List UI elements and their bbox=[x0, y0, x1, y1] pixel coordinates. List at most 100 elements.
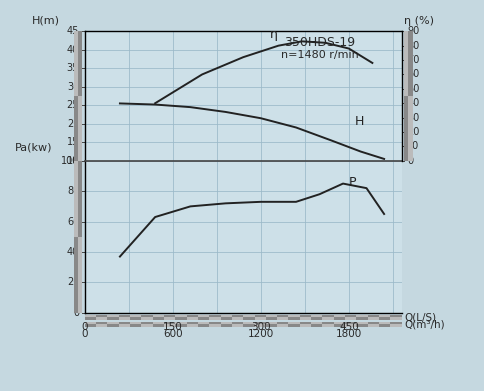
Bar bbox=[345, 322, 356, 325]
Text: 70: 70 bbox=[407, 55, 420, 65]
Text: 80: 80 bbox=[67, 186, 79, 196]
Bar bbox=[300, 315, 311, 317]
Bar bbox=[198, 322, 209, 325]
Bar bbox=[300, 317, 311, 320]
Text: 10: 10 bbox=[407, 142, 420, 151]
Bar bbox=[334, 322, 345, 325]
Text: 50: 50 bbox=[407, 84, 420, 94]
Text: η (%): η (%) bbox=[405, 16, 435, 26]
Bar bbox=[107, 315, 119, 317]
Text: 20: 20 bbox=[67, 277, 79, 287]
Bar bbox=[404, 96, 408, 161]
Text: 10: 10 bbox=[67, 156, 79, 166]
Bar bbox=[334, 315, 345, 317]
Bar bbox=[368, 325, 379, 327]
Bar bbox=[391, 317, 402, 320]
Bar bbox=[356, 317, 368, 320]
Text: 40: 40 bbox=[407, 98, 420, 108]
Bar bbox=[300, 322, 311, 325]
Bar bbox=[322, 315, 334, 317]
Bar bbox=[130, 325, 141, 327]
Bar bbox=[288, 317, 300, 320]
Bar bbox=[152, 325, 164, 327]
Bar bbox=[288, 315, 300, 317]
Bar bbox=[141, 325, 152, 327]
Text: 25: 25 bbox=[67, 100, 79, 110]
Text: 0: 0 bbox=[81, 329, 88, 339]
Bar bbox=[85, 315, 96, 317]
Text: n=1480 r/min: n=1480 r/min bbox=[281, 50, 359, 60]
Bar bbox=[141, 315, 152, 317]
Bar bbox=[85, 322, 96, 325]
Bar bbox=[408, 96, 413, 161]
Text: 35: 35 bbox=[67, 63, 79, 73]
Bar bbox=[266, 325, 277, 327]
Bar bbox=[311, 317, 322, 320]
Bar bbox=[391, 322, 402, 325]
Bar bbox=[78, 31, 82, 96]
Bar bbox=[85, 317, 96, 320]
Bar bbox=[175, 325, 187, 327]
Bar bbox=[96, 315, 107, 317]
Bar bbox=[96, 317, 107, 320]
Bar bbox=[277, 322, 288, 325]
Bar bbox=[408, 31, 413, 96]
Text: 300: 300 bbox=[251, 322, 271, 332]
Bar bbox=[311, 322, 322, 325]
Bar bbox=[141, 317, 152, 320]
Bar bbox=[78, 161, 82, 237]
Bar bbox=[187, 322, 198, 325]
Bar bbox=[255, 325, 266, 327]
Bar bbox=[74, 237, 78, 313]
Bar bbox=[175, 317, 187, 320]
Bar bbox=[300, 325, 311, 327]
Bar bbox=[209, 322, 221, 325]
Bar bbox=[255, 315, 266, 317]
Bar bbox=[277, 317, 288, 320]
Text: H(m): H(m) bbox=[32, 16, 60, 26]
Bar bbox=[130, 317, 141, 320]
Bar bbox=[96, 325, 107, 327]
Text: 45: 45 bbox=[67, 26, 79, 36]
Bar bbox=[130, 322, 141, 325]
Bar bbox=[356, 315, 368, 317]
Bar bbox=[277, 315, 288, 317]
Text: 1200: 1200 bbox=[248, 329, 274, 339]
Text: Q(m³/h): Q(m³/h) bbox=[404, 319, 445, 329]
Text: η: η bbox=[270, 29, 277, 41]
Bar bbox=[221, 322, 232, 325]
Bar bbox=[119, 317, 130, 320]
Text: 80: 80 bbox=[407, 41, 420, 51]
Bar bbox=[232, 325, 243, 327]
Text: 15: 15 bbox=[67, 137, 79, 147]
Text: 450: 450 bbox=[339, 322, 359, 332]
Bar bbox=[232, 322, 243, 325]
Bar bbox=[379, 322, 391, 325]
Bar bbox=[391, 315, 402, 317]
Text: H: H bbox=[355, 115, 364, 128]
Bar bbox=[187, 315, 198, 317]
Bar bbox=[119, 325, 130, 327]
Bar bbox=[152, 317, 164, 320]
Bar bbox=[368, 322, 379, 325]
Bar bbox=[288, 322, 300, 325]
Bar bbox=[119, 315, 130, 317]
Bar bbox=[255, 317, 266, 320]
Bar bbox=[379, 325, 391, 327]
Bar bbox=[175, 322, 187, 325]
Text: Q(L/S): Q(L/S) bbox=[404, 312, 436, 322]
Bar bbox=[368, 315, 379, 317]
Text: 20: 20 bbox=[67, 119, 79, 129]
Bar bbox=[152, 315, 164, 317]
Bar bbox=[107, 325, 119, 327]
Bar bbox=[175, 315, 187, 317]
Text: P: P bbox=[349, 176, 356, 188]
Text: 0: 0 bbox=[81, 322, 88, 332]
Bar bbox=[152, 322, 164, 325]
Text: 40: 40 bbox=[67, 247, 79, 257]
Bar bbox=[85, 325, 96, 327]
Bar bbox=[243, 322, 255, 325]
Bar bbox=[334, 317, 345, 320]
Text: 20: 20 bbox=[407, 127, 420, 137]
Bar bbox=[311, 325, 322, 327]
